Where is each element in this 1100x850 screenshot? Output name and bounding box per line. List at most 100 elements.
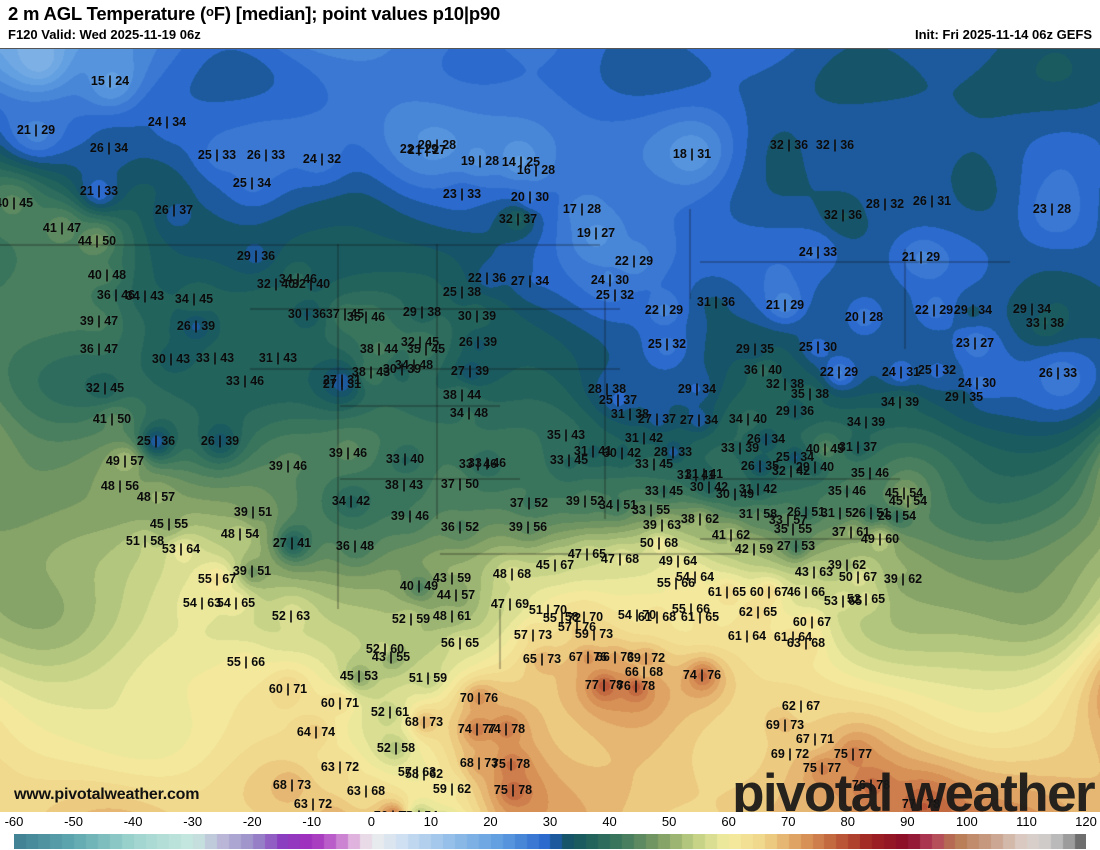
- point-value-label: 49 | 60: [860, 532, 900, 546]
- point-value-label: 33 | 43: [195, 351, 235, 365]
- point-value-label: 55 | 66: [656, 576, 696, 590]
- point-value-label: 69 | 72: [626, 651, 666, 665]
- brand-watermark: pivotal weather: [732, 764, 1095, 812]
- point-value-label: 37 | 52: [509, 496, 549, 510]
- point-value-label: 36 | 46: [96, 288, 136, 302]
- point-value-label: 35 | 38: [790, 387, 830, 401]
- point-value-label: 31 | 41: [676, 468, 716, 482]
- point-value-label: 22 | 36: [467, 271, 507, 285]
- colorbar-gradient: [14, 834, 1086, 849]
- point-value-label: 38 | 44: [359, 342, 399, 356]
- point-value-label: 61 | 68: [637, 610, 677, 624]
- point-value-label: 38 | 62: [680, 512, 720, 526]
- point-value-label: 23 | 33: [442, 187, 482, 201]
- point-value-label: 57 | 76: [557, 620, 597, 634]
- colorbar-tick-labels: -60 -50 -40 -30 -20 -10 0 10 20 30 40 50 60 70 80 90 100…: [0, 812, 1100, 833]
- point-value-label: 53 | 65: [823, 594, 863, 608]
- colorbar-tick: -50: [64, 814, 83, 829]
- colorbar-tick: 0: [367, 814, 375, 829]
- point-value-label: 32 | 38: [765, 377, 805, 391]
- point-value-label: 35 | 46: [346, 310, 386, 324]
- point-value-label: 34 | 39: [880, 395, 920, 409]
- point-value-label: 31 | 41: [684, 467, 724, 481]
- title-main: 2 m AGL Temperature (: [8, 3, 206, 24]
- point-value-label: 30 | 42: [689, 480, 729, 494]
- point-value-label: 47 | 69: [490, 597, 530, 611]
- point-value-label: 27 | 34: [679, 413, 719, 427]
- point-value-label: 25 | 36: [136, 434, 176, 448]
- point-value-label: 63 | 72: [293, 797, 333, 811]
- point-value-label: 77 | 78: [901, 797, 941, 811]
- point-value-label: 75 | 78: [493, 783, 533, 797]
- point-value-label: 23 | 27: [955, 336, 995, 350]
- colorbar-tick: -20: [242, 814, 262, 829]
- point-value-label: 38 | 43: [384, 478, 424, 492]
- point-value-label: 54 | 70: [617, 608, 657, 622]
- point-value-label: 75 | 77: [802, 761, 842, 775]
- point-value-label: 39 | 51: [233, 505, 273, 519]
- point-value-label: 29 | 35: [735, 342, 775, 356]
- point-value-label: 70 | 76: [459, 691, 499, 705]
- point-value-label: 38 | 43: [351, 365, 391, 379]
- point-value-label: 34 | 40: [728, 412, 768, 426]
- point-value-label: 29 | 35: [944, 390, 984, 404]
- point-value-label: 25 | 32: [595, 288, 635, 302]
- point-value-label: 74 | 78: [486, 722, 526, 736]
- point-value-label: 31 | 43: [258, 351, 298, 365]
- point-value-label: 52 | 60: [365, 642, 405, 656]
- point-value-label: 44 | 57: [436, 588, 476, 602]
- point-value-label: 48 | 56: [100, 479, 140, 493]
- point-value-label: 31 | 38: [610, 407, 650, 421]
- point-value-label: 36 | 48: [335, 539, 375, 553]
- point-value-label: 58 | 62: [404, 767, 444, 781]
- map-viewport[interactable]: 21 | 29 15 | 24 26 | 34 21 | 33 24 | 34 26 | …: [0, 48, 1100, 812]
- colorbar-tick: 110: [1016, 814, 1037, 829]
- point-value-label: 32 | 40: [291, 277, 331, 291]
- colorbar-tick: -60: [4, 814, 24, 829]
- point-value-label: 39 | 62: [827, 558, 867, 572]
- point-value-label: 26 | 54: [877, 509, 917, 523]
- point-value-label: 41 | 62: [711, 528, 751, 542]
- point-value-label: 27 | 41: [272, 536, 312, 550]
- point-value-label: 26 | 39: [458, 335, 498, 349]
- point-value-label: 28 | 33: [653, 445, 693, 459]
- point-value-label: 26 | 31: [912, 194, 952, 208]
- point-value-label: 32 | 42: [771, 464, 811, 478]
- point-value-label: 47 | 65: [567, 547, 607, 561]
- point-value-label: 29 | 36: [775, 404, 815, 418]
- temperature-field-raster[interactable]: [0, 49, 1100, 812]
- point-value-label: 33 | 40: [385, 452, 425, 466]
- point-value-label: 19 | 27: [576, 226, 616, 240]
- point-value-label: 45 | 53: [339, 669, 379, 683]
- point-value-label: 61 | 65: [680, 610, 720, 624]
- point-value-label: 37 | 45: [325, 307, 365, 321]
- point-value-label: 29 | 38: [402, 305, 442, 319]
- point-value-label: 77 | 78: [584, 678, 624, 692]
- colorbar-tick: 20: [483, 814, 498, 829]
- point-value-label: 25 | 32: [917, 363, 957, 377]
- point-value-label: 47 | 68: [600, 552, 640, 566]
- title-rest: F) [median]; point values p10|p90: [213, 3, 501, 24]
- point-value-label: 26 | 34: [746, 432, 786, 446]
- point-value-label: 39 | 51: [232, 564, 272, 578]
- point-value-label: 67 | 76: [568, 650, 608, 664]
- point-value-label: 33 | 38: [1025, 316, 1065, 330]
- point-value-label: 45 | 67: [535, 558, 575, 572]
- point-value-label: 54 | 64: [675, 570, 715, 584]
- point-value-label: 50 | 67: [838, 570, 878, 584]
- point-value-label: 31 | 52: [820, 506, 860, 520]
- point-value-label: 21 | 29: [16, 123, 56, 137]
- point-value-label: 22 | 29: [819, 365, 859, 379]
- point-value-label: 34 | 39: [846, 415, 886, 429]
- point-value-label: 63 | 68: [346, 784, 386, 798]
- point-value-label: 75 | 77: [833, 747, 873, 761]
- point-value-label: 22 | 29: [644, 303, 684, 317]
- point-value-label: 43 | 63: [794, 565, 834, 579]
- point-value-label: 61 | 64: [773, 630, 813, 644]
- point-value-label: 34 | 51: [598, 498, 638, 512]
- point-value-label: 27 | 39: [450, 364, 490, 378]
- point-value-label: 60 | 71: [268, 682, 308, 696]
- point-value-label: 14 | 25: [501, 155, 541, 169]
- point-value-label: 22 | 29: [614, 254, 654, 268]
- point-value-label: 32 | 36: [769, 138, 809, 152]
